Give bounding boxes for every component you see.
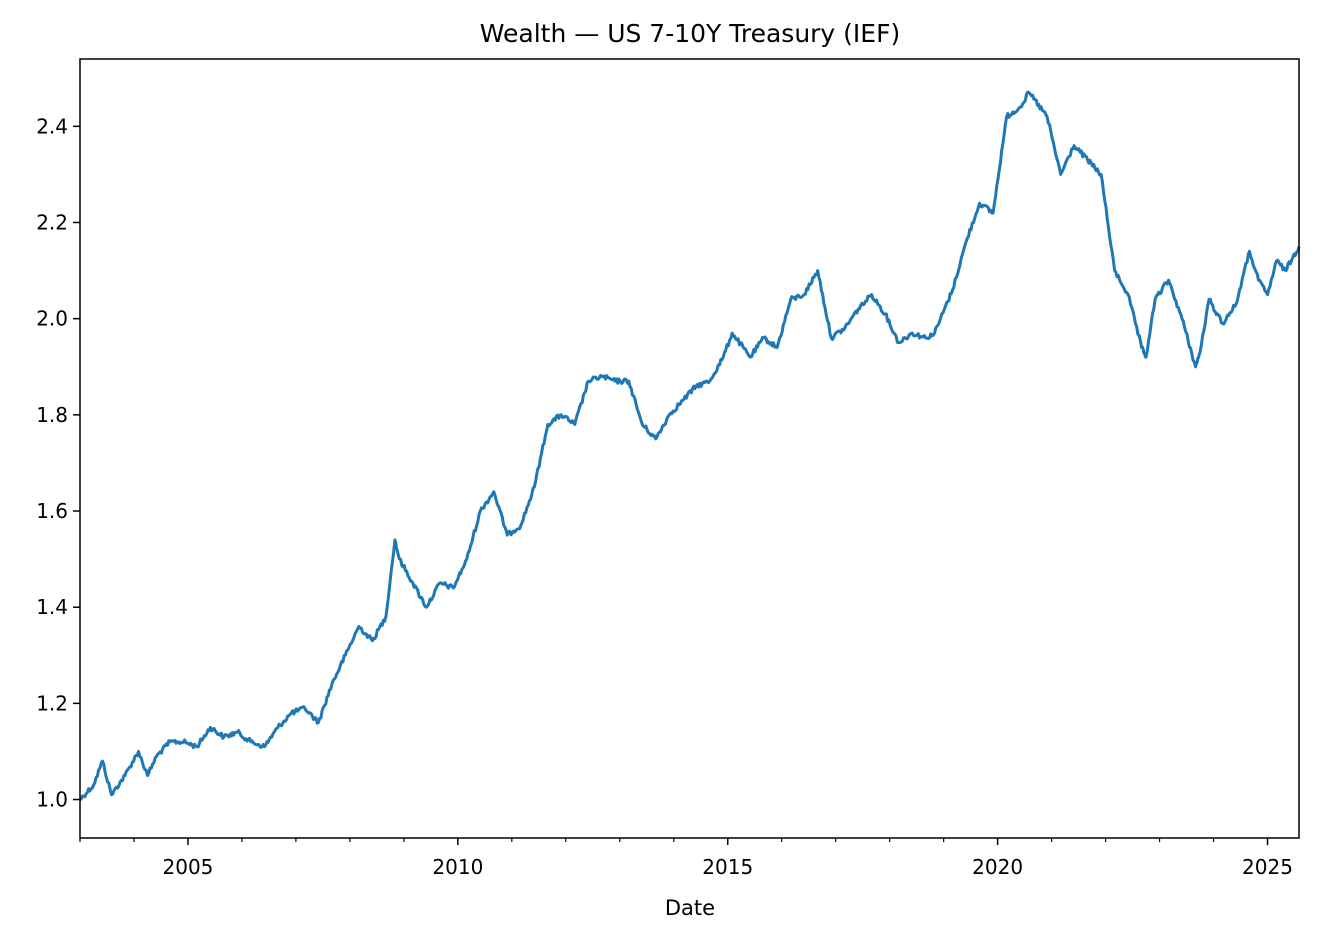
- y-tick-label: 1.4: [36, 595, 68, 619]
- plot-frame: [79, 58, 1300, 839]
- x-tick-label: 2025: [1242, 855, 1293, 879]
- x-tick-label: 2010: [432, 855, 483, 879]
- y-tick-label: 1.8: [36, 403, 68, 427]
- y-tick-label: 1.0: [36, 788, 68, 812]
- x-tick-label: 2015: [702, 855, 753, 879]
- y-tick-label: 2.2: [36, 210, 68, 234]
- x-tick-label: 2020: [972, 855, 1023, 879]
- x-axis-label: Date: [665, 896, 715, 920]
- y-tick-label: 2.0: [36, 307, 68, 331]
- x-tick-label: 2005: [163, 855, 214, 879]
- plot-area: [79, 90, 1301, 801]
- y-tick-label: 1.2: [36, 691, 68, 715]
- y-tick-label: 2.4: [36, 114, 68, 138]
- series-line: [79, 90, 1301, 801]
- y-tick-label: 1.6: [36, 499, 68, 523]
- chart-title: Wealth — US 7-10Y Treasury (IEF): [480, 19, 900, 48]
- axes: 1.0 1.2 1.4 1.6 1.8 2.0 2.2 2.4 2005 2010 2015 2020…: [36, 58, 1300, 879]
